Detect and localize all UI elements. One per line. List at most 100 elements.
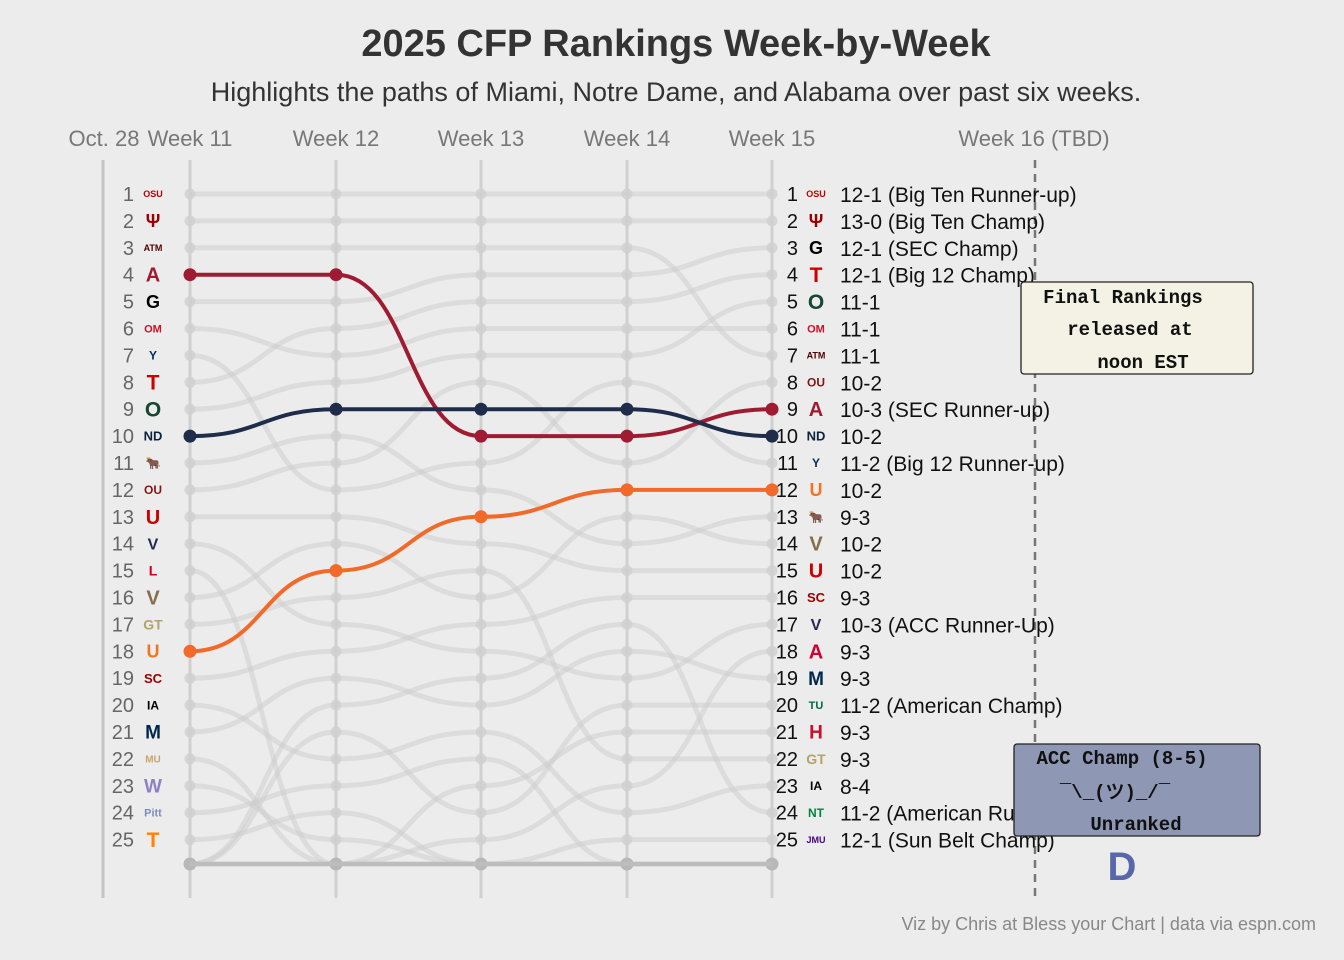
end-rank-number: 23 [776, 776, 798, 798]
final-note-line-1: Final Rankings [1043, 287, 1203, 309]
end-ranking-row: 7 ATM 11-1 [787, 345, 881, 368]
rank-slot-point [330, 215, 342, 227]
jmu-logo: JMU [806, 835, 825, 845]
rank-slot-point [475, 753, 487, 765]
oregon-logo: O [145, 399, 161, 422]
rank-slot-point [475, 780, 487, 792]
chart-subtitle: Highlights the paths of Miami, Notre Dam… [211, 77, 1141, 107]
alabama-logo: A [146, 265, 160, 287]
rank-slot-point [184, 403, 196, 415]
background-path [190, 245, 773, 358]
rank-slot-point [621, 538, 633, 550]
rank-slot-point [330, 323, 342, 334]
rank-slot-point [184, 511, 196, 523]
end-rank-number: 9 [787, 399, 798, 421]
georgia-tech-logo: GT [806, 751, 826, 767]
background-path [189, 702, 772, 867]
iowa-logo: IA [810, 779, 822, 793]
rank-slot-point [330, 242, 342, 254]
alabama-point [765, 402, 779, 416]
miami-point [329, 564, 343, 578]
end-rank-number: 22 [776, 749, 798, 771]
start-ranking-row: 14 V [112, 534, 159, 556]
rank-slot-point [766, 699, 778, 711]
rank-slot-point [766, 807, 778, 819]
start-rank-number: 10 [112, 426, 134, 448]
start-rank-number: 3 [123, 238, 134, 260]
ohio-state-logo: OSU [143, 189, 163, 199]
end-rank-number: 6 [787, 319, 798, 341]
michigan-logo: M [145, 723, 161, 744]
start-rank-number: 15 [112, 561, 134, 583]
utah-logo: U [809, 561, 823, 583]
rank-slot-point [330, 726, 342, 738]
column-label-week12: Week 12 [293, 126, 379, 151]
rank-slot-point [766, 457, 778, 469]
rank-slot-point [330, 511, 342, 523]
notre-dame-point [620, 402, 634, 416]
virginia-logo: V [811, 617, 822, 634]
miami-point [474, 510, 488, 524]
rank-slot-point [475, 323, 487, 334]
start-rank-number: 20 [112, 695, 134, 717]
rank-slot-point [621, 780, 633, 792]
texas-tech-logo: T [810, 264, 823, 287]
end-rank-number: 16 [776, 588, 798, 610]
column-label-week11: Week 11 [148, 126, 233, 151]
louisville-logo: L [149, 563, 158, 579]
end-record-label: 11-2 (Big 12 Runner-up) [840, 453, 1065, 476]
indiana-logo: Ψ [146, 211, 161, 231]
notre-dame-point [183, 429, 197, 443]
start-rank-number: 6 [123, 319, 134, 341]
rank-slot-point [330, 645, 342, 657]
end-rank-number: 3 [787, 238, 798, 260]
rank-slot-point [330, 349, 342, 361]
end-ranking-row: 14 V 10-2 [776, 534, 882, 557]
rank-slot-point [766, 188, 778, 200]
acc-champ-note: ACC Champ (8-5) ¯\_(ツ)_/¯ Unranked [1013, 743, 1261, 837]
end-rank-number: 19 [776, 668, 798, 690]
end-rank-number: 10 [776, 426, 798, 448]
rank-slot-point [621, 753, 633, 765]
rank-slot-point [330, 188, 342, 200]
rank-slot-point [621, 618, 633, 630]
miami-point [765, 483, 779, 497]
start-rank-number: 4 [123, 265, 134, 287]
rank-slot-point [184, 672, 196, 684]
miami-logo: U [810, 480, 823, 500]
rank-slot-point [766, 296, 778, 308]
end-record-label: 10-2 [840, 480, 882, 503]
end-rank-number: 15 [776, 561, 798, 583]
notre-dame-logo: ND [144, 429, 163, 444]
texas-am-logo: ATM [807, 351, 826, 361]
rank-slot-point [184, 592, 196, 603]
start-rank-number: 13 [112, 507, 134, 529]
rank-slot-point [475, 269, 487, 281]
pitt-logo: Pitt [144, 808, 162, 820]
start-ranking-row: 15 L [112, 561, 158, 583]
end-ranking-row: 1 OSU 12-1 (Big Ten Runner-up) [787, 184, 1077, 207]
notre-dame-logo: ND [807, 429, 826, 444]
start-rank-number: 24 [112, 803, 134, 825]
rank-slot-point [330, 672, 342, 684]
rank-slot-point [766, 753, 778, 765]
rank-slot-point [766, 269, 778, 281]
start-ranking-row: 6 OM [123, 319, 162, 341]
end-record-label: 9-3 [840, 668, 870, 691]
end-rank-number: 12 [776, 480, 798, 502]
start-rank-number: 14 [112, 534, 134, 556]
week-gridlines [188, 160, 774, 898]
final-note-line-3: noon EST [1097, 352, 1188, 374]
start-rank-number: 12 [112, 480, 134, 502]
rank-slot-point [475, 457, 487, 469]
column-label-week16: Week 16 (TBD) [958, 126, 1109, 151]
rank-slot-point [330, 807, 342, 819]
utah-logo: U [146, 507, 160, 529]
start-rank-number: 7 [123, 345, 134, 367]
ole-miss-logo: OM [807, 323, 825, 335]
start-rank-number: 21 [112, 722, 134, 744]
duke-logo: D [1108, 845, 1137, 889]
oregon-logo: O [808, 291, 824, 314]
